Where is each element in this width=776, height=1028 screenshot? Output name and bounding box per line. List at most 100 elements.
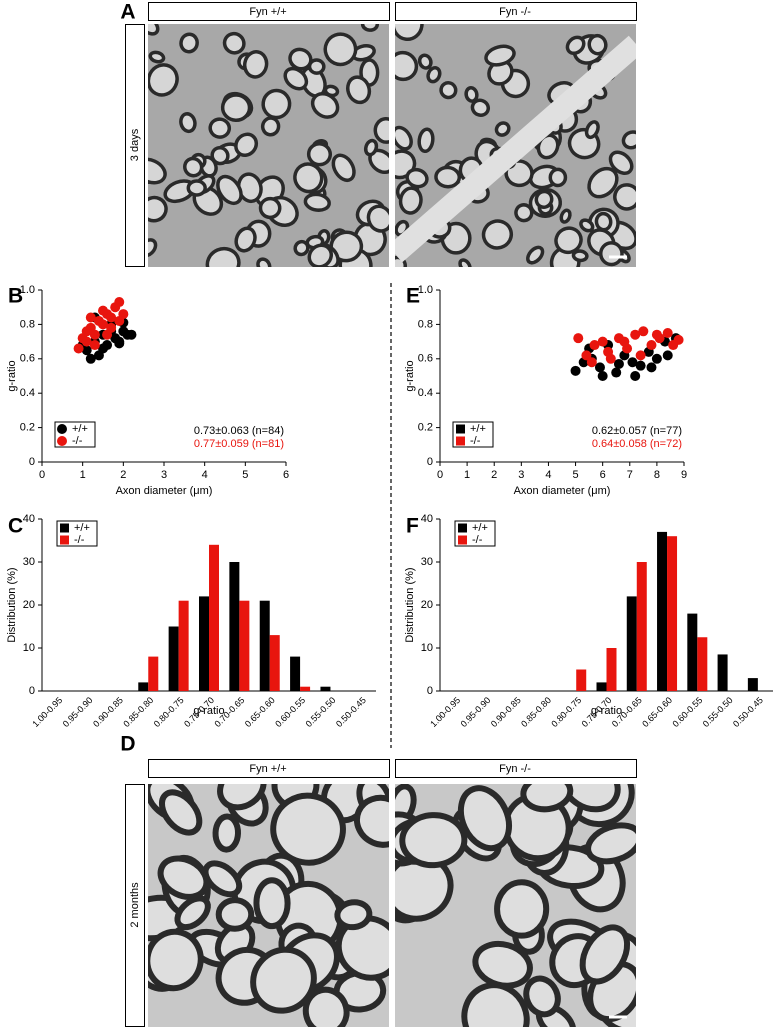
bar <box>747 678 758 691</box>
point <box>651 353 662 364</box>
legend-label: -/- <box>74 534 85 546</box>
y-tick-label: 20 <box>23 599 35 611</box>
axon <box>526 245 545 265</box>
bar <box>290 656 301 691</box>
bar <box>148 656 159 691</box>
axon <box>210 145 230 166</box>
axon <box>331 153 356 183</box>
axon <box>621 130 636 150</box>
axon <box>334 899 373 931</box>
y-tick-label: 0.4 <box>20 387 35 399</box>
point <box>81 336 92 347</box>
header-box <box>395 2 637 21</box>
axon <box>353 794 389 848</box>
bar <box>606 648 617 691</box>
point <box>114 315 125 326</box>
point <box>102 329 113 340</box>
axon <box>464 86 479 103</box>
axon <box>293 162 324 194</box>
y-tick-label: 30 <box>23 556 35 568</box>
y-tick-label: 10 <box>421 642 433 654</box>
axon <box>202 860 243 898</box>
y-tick-label: 0.6 <box>20 353 35 365</box>
point <box>98 305 108 316</box>
x-tick-label: 0.80-0.75 <box>549 695 583 729</box>
x-tick-label: 9 <box>681 469 687 481</box>
point <box>611 367 622 378</box>
axon <box>307 243 334 267</box>
y-tick-label: 30 <box>421 556 433 568</box>
panel-label: D <box>120 733 135 756</box>
bar <box>239 600 250 691</box>
axon <box>174 895 211 931</box>
header-box <box>395 759 637 778</box>
axon <box>536 133 560 160</box>
x-axis-label: Axon diameter (μm) <box>514 485 611 497</box>
axon <box>398 186 423 215</box>
axon <box>148 195 168 223</box>
panel-label: A <box>120 1 135 24</box>
axon <box>426 66 442 84</box>
x-tick-label: 0.50-0.45 <box>731 695 765 729</box>
axon <box>399 812 468 869</box>
bar <box>209 544 219 691</box>
point <box>635 360 646 371</box>
axon <box>256 257 272 267</box>
axon <box>484 44 516 67</box>
point <box>73 343 84 354</box>
point <box>85 353 96 364</box>
axon <box>261 88 292 120</box>
point <box>581 350 592 361</box>
legend-marker <box>458 523 467 533</box>
axon <box>242 50 269 79</box>
legend-label: -/- <box>72 435 83 447</box>
x-tick-label: 5 <box>242 469 248 481</box>
point <box>662 328 673 338</box>
side-label: 2 months <box>129 882 141 928</box>
x-tick-label: 0.80-0.75 <box>152 695 186 729</box>
axon <box>253 877 291 930</box>
axon <box>494 879 550 939</box>
axon <box>363 138 379 157</box>
side-box <box>125 784 145 1027</box>
axon <box>306 142 333 167</box>
axon <box>579 218 595 233</box>
bar <box>596 682 607 691</box>
x-tick-label: 0.55-0.50 <box>701 695 735 729</box>
x-tick-label: 0.55-0.50 <box>304 695 338 729</box>
point <box>651 329 662 340</box>
axon <box>523 975 561 1018</box>
annotation: 0.62±0.057 (n=77) <box>592 425 682 437</box>
axon <box>587 33 608 56</box>
point <box>619 336 630 347</box>
axon <box>148 157 167 185</box>
bar <box>636 562 647 691</box>
y-tick-label: 0.4 <box>418 387 433 399</box>
x-tick-label: 0.90-0.85 <box>489 695 523 729</box>
axon <box>208 117 232 139</box>
header: Fyn -/- <box>499 763 531 775</box>
y-tick-label: 0 <box>427 456 433 468</box>
axon <box>216 174 243 206</box>
x-tick-label: 4 <box>202 469 208 481</box>
point <box>106 312 117 323</box>
axon <box>599 241 624 267</box>
annotation: 0.64±0.058 (n=72) <box>592 438 682 450</box>
point <box>573 333 584 344</box>
x-tick-label: 6 <box>283 469 289 481</box>
bar <box>168 626 179 691</box>
y-tick-label: 0.8 <box>418 318 433 330</box>
side-box <box>125 24 145 267</box>
bar <box>697 637 708 691</box>
x-tick-label: 3 <box>518 469 524 481</box>
point <box>646 340 657 351</box>
y-axis-label: g-ratio <box>404 360 416 391</box>
y-tick-label: 0 <box>427 685 433 697</box>
bar <box>576 669 587 691</box>
legend-marker <box>456 424 465 434</box>
x-tick-label: 6 <box>600 469 606 481</box>
bar <box>657 531 668 691</box>
panel-label: C <box>8 515 23 538</box>
axon <box>148 24 160 36</box>
x-tick-label: 0.65-0.60 <box>640 695 674 729</box>
